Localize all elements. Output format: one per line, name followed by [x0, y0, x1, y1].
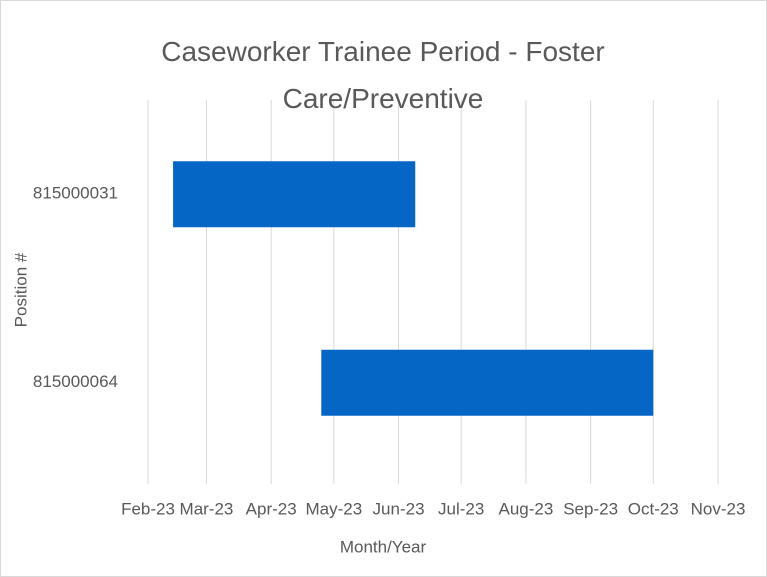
- x-tick-label: May-23: [305, 499, 362, 518]
- bar: [321, 349, 654, 416]
- y-tick-label: 815000064: [33, 372, 118, 391]
- x-tick-label: Sep-23: [563, 499, 618, 518]
- y-tick-label: 815000031: [33, 184, 118, 203]
- x-tick-label: Mar-23: [180, 499, 234, 518]
- x-tick-label: Jun-23: [373, 499, 425, 518]
- x-tick-label: Feb-23: [121, 499, 175, 518]
- x-axis-title: Month/Year: [340, 537, 427, 556]
- x-tick-label: Jul-23: [438, 499, 484, 518]
- x-tick-label: Oct-23: [628, 499, 679, 518]
- x-tick-label: Aug-23: [498, 499, 553, 518]
- chart-title: Caseworker Trainee Period - Foster Care/…: [161, 36, 605, 114]
- x-tick-label: Apr-23: [246, 499, 297, 518]
- x-tick-label: Nov-23: [691, 499, 746, 518]
- y-axis-title: Position #: [11, 252, 30, 327]
- bar: [173, 161, 416, 228]
